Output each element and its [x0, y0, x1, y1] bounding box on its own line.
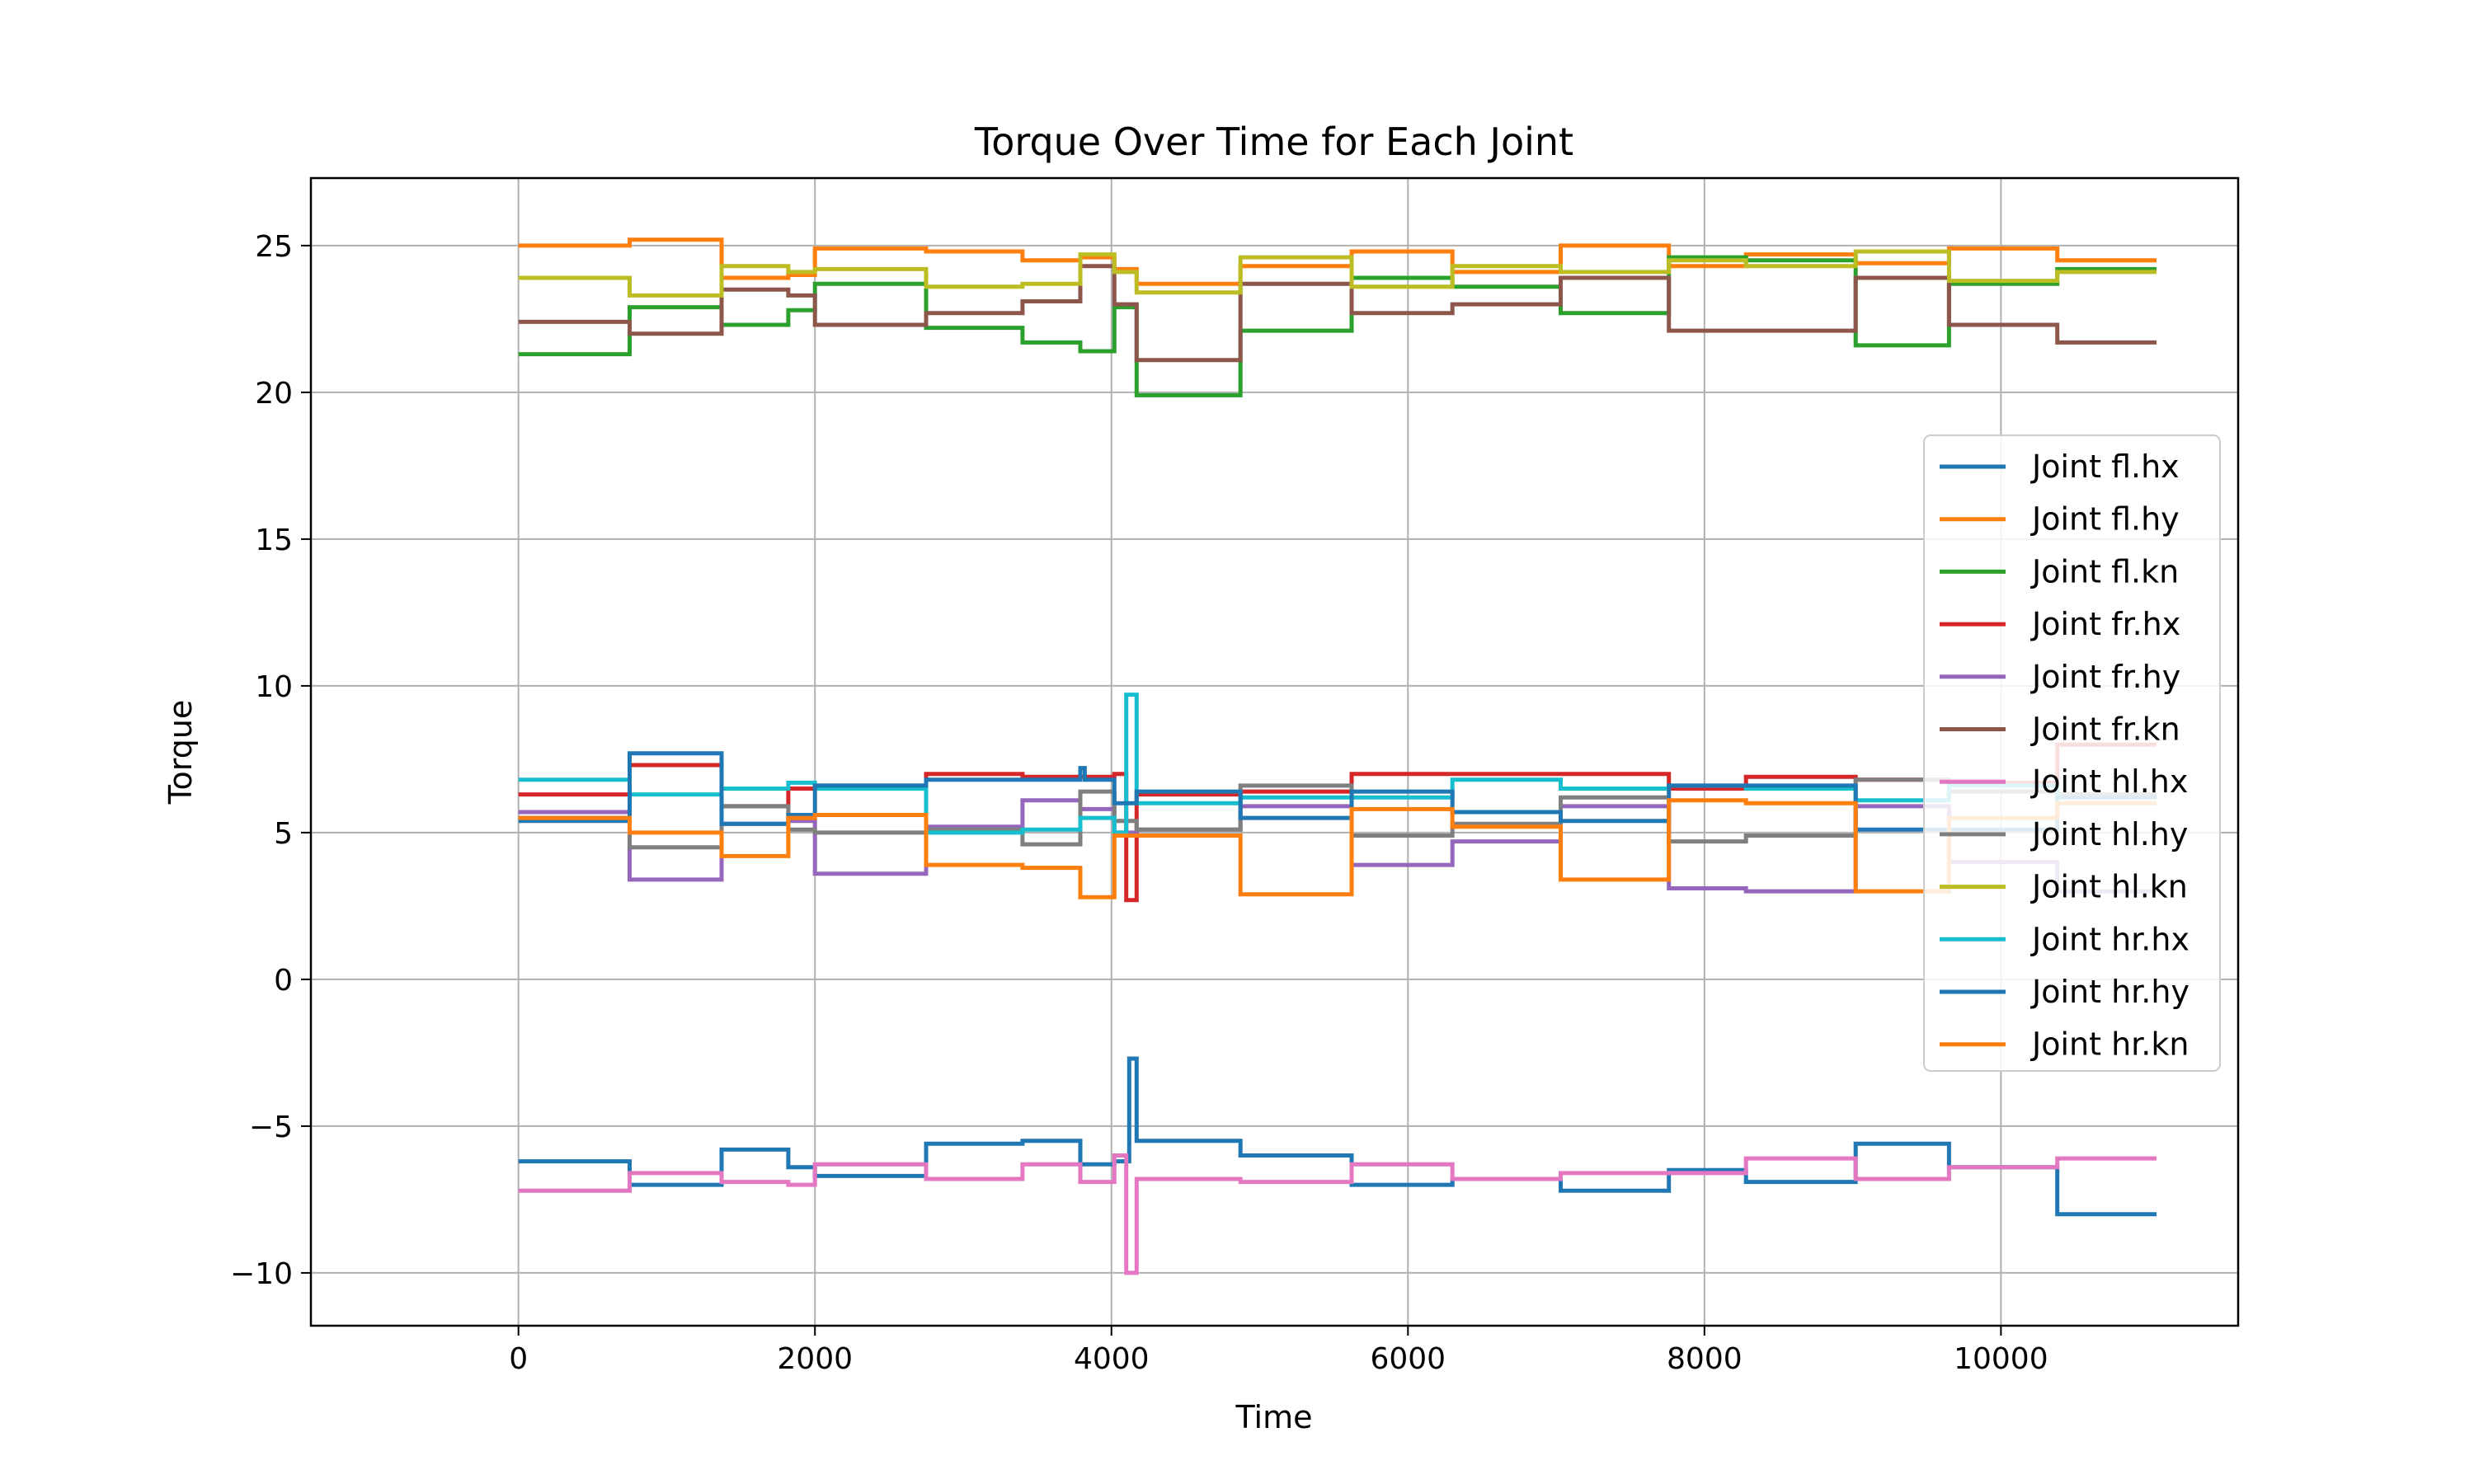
- series-line-joint-fl-kn: [518, 255, 2157, 397]
- x-tick-label: 4000: [1074, 1342, 1150, 1376]
- y-tick-label: −10: [230, 1257, 293, 1291]
- series-line-joint-hr-hy: [518, 751, 2157, 832]
- legend-box: [1923, 434, 2221, 1072]
- legend-label-joint-hl-hx: Joint hl.hx: [2030, 763, 2188, 800]
- x-tick-label: 0: [509, 1342, 528, 1376]
- series-lines: [518, 237, 2157, 1275]
- series-line-joint-hl-hy: [518, 777, 2157, 850]
- legend-label-joint-hl-hy: Joint hl.hy: [2030, 816, 2188, 852]
- series-line-joint-hl-kn: [518, 249, 2157, 298]
- chart-title: Torque Over Time for Each Joint: [974, 120, 1573, 164]
- legend: Joint fl.hx Joint fl.hy Joint fl.kn Joint f…: [1923, 434, 2221, 1072]
- grid: [311, 178, 2238, 1326]
- y-tick-label: 10: [255, 670, 293, 704]
- y-axis-label: Torque: [162, 700, 199, 805]
- series-line-joint-hr-hx: [518, 693, 2157, 835]
- y-tick-label: 20: [255, 377, 293, 411]
- legend-label-joint-hr-hx: Joint hr.hx: [2030, 921, 2189, 957]
- legend-label-joint-fr-hx: Joint fr.hx: [2030, 606, 2180, 642]
- y-tick-label: 15: [255, 524, 293, 557]
- legend-label-joint-fl-hx: Joint fl.hx: [2030, 448, 2180, 485]
- x-axis-label: Time: [1235, 1399, 1313, 1435]
- series-line-joint-fr-kn: [518, 264, 2157, 363]
- y-tick-label: 5: [274, 817, 293, 851]
- x-tick-label: 6000: [1370, 1342, 1446, 1376]
- legend-label-joint-hl-kn: Joint hl.kn: [2030, 869, 2188, 905]
- legend-label-joint-hr-kn: Joint hr.kn: [2030, 1026, 2189, 1063]
- series-line-joint-hr-kn: [518, 798, 2157, 899]
- plot-area-frame: [309, 176, 2240, 1327]
- legend-label-joint-fr-kn: Joint fr.kn: [2030, 711, 2180, 748]
- series-line-joint-fl-hx: [518, 1056, 2157, 1217]
- y-axis-ticks: −10 −5 0 5 10 15 20 25: [230, 230, 311, 1291]
- series-line-joint-fl-hy: [518, 237, 2157, 286]
- y-tick-label: −5: [249, 1111, 293, 1144]
- legend-label-joint-fr-hy: Joint fr.hy: [2030, 659, 2180, 695]
- legend-label-joint-fl-kn: Joint fl.kn: [2030, 553, 2179, 589]
- series-line-joint-hl-hx: [518, 1153, 2157, 1275]
- x-tick-label: 8000: [1667, 1342, 1743, 1376]
- x-axis-ticks: 0 2000 4000 6000 8000 10000: [509, 1326, 2048, 1376]
- y-tick-label: 25: [255, 230, 293, 264]
- legend-label-joint-hr-hy: Joint hr.hy: [2030, 974, 2189, 1010]
- x-tick-label: 10000: [1954, 1342, 2048, 1376]
- legend-label-joint-fl-hy: Joint fl.hy: [2030, 501, 2180, 538]
- x-tick-label: 2000: [777, 1342, 853, 1376]
- y-tick-label: 0: [274, 964, 293, 998]
